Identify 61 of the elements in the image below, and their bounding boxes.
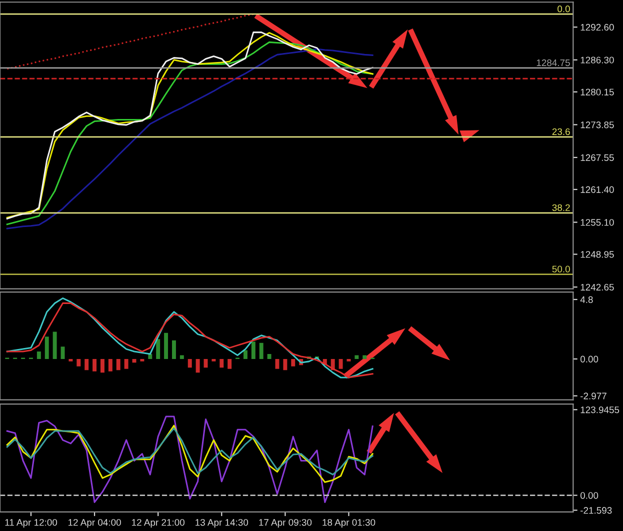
x-tick-label: 11 Apr 12:00 — [5, 519, 58, 528]
ref-line-label: 1284.75 — [536, 59, 570, 66]
bar — [124, 358, 128, 369]
x-tick-label: 12 Apr 21:00 — [132, 519, 184, 528]
bar — [140, 358, 144, 362]
bar — [259, 342, 264, 359]
bar — [108, 358, 112, 372]
bar — [116, 358, 120, 370]
bar — [100, 358, 104, 373]
bar — [188, 358, 192, 368]
x-tick-label: 12 Apr 04:00 — [68, 519, 121, 528]
line-series — [6, 428, 374, 476]
annotation: 0.0 — [558, 6, 570, 12]
y-tick-label: 1255.10 — [580, 219, 614, 226]
bar — [164, 332, 168, 359]
bar — [338, 358, 343, 369]
y-tick-label: 1280.15 — [580, 88, 614, 96]
bar — [84, 358, 89, 370]
bar — [243, 350, 248, 359]
bar — [44, 336, 49, 359]
y-tick-label: 1273.85 — [580, 122, 614, 128]
y-tick-label: 1261.40 — [580, 186, 614, 193]
x-tick-label: 13 Apr 14:30 — [196, 519, 248, 528]
annotation: 38.2 — [552, 204, 570, 212]
bar — [68, 358, 73, 362]
annotation: 50.0 — [552, 266, 570, 272]
bar — [212, 358, 216, 362]
bar — [362, 355, 367, 359]
bar — [283, 358, 288, 370]
y-tick-label: 123.9455 — [580, 406, 620, 414]
bar — [346, 358, 351, 362]
x-tick-label: 17 Apr 09:30 — [259, 519, 312, 528]
bar — [92, 358, 97, 372]
y-tick-label: 1292.60 — [580, 24, 614, 31]
y-tick-label: 1248.95 — [580, 251, 614, 258]
y-tick-label: 1267.55 — [580, 154, 614, 161]
bar — [156, 339, 160, 359]
bar — [180, 355, 184, 359]
bar — [267, 354, 272, 359]
y-tick-label: 1286.30 — [580, 56, 614, 64]
annotation: 23.6 — [552, 128, 570, 136]
bar — [76, 358, 81, 366]
bar — [148, 354, 152, 359]
bar — [251, 342, 256, 359]
y-tick-label: -2.977 — [580, 392, 606, 400]
bar — [228, 358, 232, 369]
y-tick-label: 4.8 — [580, 296, 593, 303]
bar — [354, 355, 359, 359]
y-tick-label: -21.593 — [580, 507, 612, 514]
y-tick-label: 1242.65 — [580, 284, 614, 291]
bar — [196, 358, 200, 373]
bar — [220, 358, 224, 368]
y-tick-label: 0.00 — [580, 356, 598, 362]
bar — [36, 352, 41, 359]
x-tick-label: 18 Apr 01:30 — [322, 519, 376, 528]
bar — [172, 340, 176, 359]
line-series — [6, 416, 374, 503]
bar — [52, 332, 57, 359]
bar — [291, 358, 296, 366]
y-tick-label: 0.00 — [580, 492, 598, 499]
line-series — [6, 424, 374, 483]
